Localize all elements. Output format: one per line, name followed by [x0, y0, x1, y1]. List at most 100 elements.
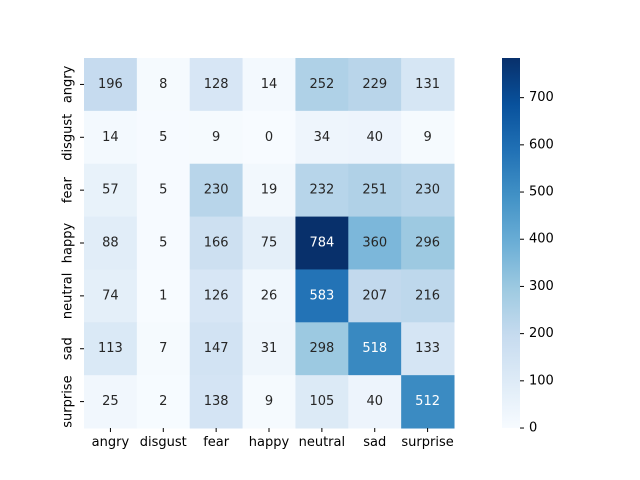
heatmap-cell	[84, 216, 138, 270]
heatmap-cell	[295, 269, 349, 323]
cell-value-label: 252	[309, 77, 334, 92]
colorbar-tick-label: 700	[529, 90, 554, 105]
x-tick-label: sad	[363, 435, 386, 450]
x-axis: angry disgust fear happy neutral sad surprise	[92, 428, 454, 450]
x-tick-label: happy	[249, 435, 290, 450]
cell-value-label: 131	[415, 77, 440, 92]
colorbar-tick-label: 100	[529, 373, 554, 388]
heatmap-cell	[295, 110, 349, 165]
cell-value-label: 34	[314, 130, 331, 145]
heatmap-cell	[401, 163, 455, 218]
heatmap-cell	[84, 322, 138, 376]
cell-value-label: 5	[159, 130, 167, 145]
cell-value-label: 25	[102, 394, 119, 409]
cell-value-label: 207	[362, 288, 387, 303]
y-tick-label: neutral	[61, 273, 76, 320]
cell-value-label: 147	[204, 341, 229, 356]
cell-value-label: 9	[212, 130, 220, 145]
heatmap-cell	[189, 110, 244, 165]
heatmap-cell	[295, 163, 349, 218]
cell-value-label: 5	[159, 183, 167, 198]
cell-value-label: 5	[159, 236, 167, 251]
heatmap-cell	[401, 216, 455, 270]
cell-value-label: 230	[415, 183, 440, 198]
heatmap-cell	[401, 58, 455, 112]
heatmap-cell	[295, 216, 349, 270]
heatmap-cell	[84, 58, 138, 112]
heatmap-cell	[401, 110, 455, 165]
heatmap-cell	[242, 163, 296, 218]
heatmap-cell	[348, 375, 402, 429]
cell-value-label: 14	[102, 130, 119, 145]
heatmap-cell	[348, 269, 402, 323]
cell-value-label: 784	[309, 236, 334, 251]
heatmap-cell	[401, 269, 455, 323]
cell-value-label: 8	[159, 77, 167, 92]
heatmap-cell	[401, 375, 455, 429]
heatmap-cell	[189, 322, 244, 376]
heatmap-cell	[348, 110, 402, 165]
cell-value-label: 14	[261, 77, 278, 92]
heatmap-cell	[295, 375, 349, 429]
heatmap-cell	[136, 269, 191, 323]
cell-value-label: 296	[415, 236, 440, 251]
colorbar-tick-label: 0	[529, 421, 537, 436]
heatmap-cell	[242, 216, 296, 270]
cell-value-label: 518	[362, 341, 387, 356]
cell-value-label: 128	[204, 77, 229, 92]
colorbar-gradient	[502, 58, 520, 429]
cell-value-label: 166	[204, 236, 229, 251]
heatmap-cell	[295, 58, 349, 112]
cell-value-label: 230	[204, 183, 229, 198]
heatmap-cell	[136, 58, 191, 112]
y-tick-label: happy	[61, 223, 76, 264]
cell-value-label: 229	[362, 77, 387, 92]
cell-value-label: 138	[204, 394, 229, 409]
cell-value-label: 1	[159, 288, 167, 303]
colorbar-tick-label: 300	[529, 279, 554, 294]
cell-value-label: 2	[159, 394, 167, 409]
cell-value-label: 512	[415, 394, 440, 409]
heatmap-cell	[189, 375, 244, 429]
colorbar-tick-label: 400	[529, 232, 554, 247]
cell-value-label: 19	[261, 183, 278, 198]
colorbar: 0 100 200 300 400 500 600 700	[502, 58, 554, 436]
y-tick-label: surprise	[61, 375, 76, 427]
cell-value-label: 40	[366, 130, 383, 145]
heatmap-cell	[84, 375, 138, 429]
heatmap-cell	[348, 58, 402, 112]
cell-value-label: 26	[261, 288, 278, 303]
cell-value-label: 9	[423, 130, 431, 145]
heatmap-cell	[136, 322, 191, 376]
cell-value-label: 88	[102, 236, 119, 251]
heatmap-cell	[189, 269, 244, 323]
heatmap-cell	[84, 110, 138, 165]
heatmap-cell	[189, 163, 244, 218]
cell-value-label: 7	[159, 341, 167, 356]
heatmap-cell	[242, 58, 296, 112]
heatmap-cell	[136, 110, 191, 165]
colorbar-tick-label: 500	[529, 185, 554, 200]
y-tick-label: sad	[61, 337, 76, 360]
y-axis: angry disgust fear happy neutral sad surprise	[61, 65, 84, 428]
heatmap-cell	[348, 322, 402, 376]
heatmap-cell	[84, 163, 138, 218]
cell-value-label: 251	[362, 183, 387, 198]
heatmap-cell	[401, 322, 455, 376]
heatmap-cell	[242, 269, 296, 323]
heatmap-cell	[242, 375, 296, 429]
heatmap-cell	[348, 216, 402, 270]
y-tick-label: angry	[61, 65, 76, 103]
cell-value-label: 105	[309, 394, 334, 409]
x-tick-label: neutral	[299, 435, 346, 450]
heatmap-cell	[242, 110, 296, 165]
colorbar-tick-label: 200	[529, 326, 554, 341]
heatmap-cell	[189, 58, 244, 112]
cell-value-label: 126	[204, 288, 229, 303]
cell-value-label: 31	[261, 341, 278, 356]
cell-value-label: 360	[362, 236, 387, 251]
cell-value-label: 74	[102, 288, 119, 303]
y-tick-label: fear	[61, 177, 76, 204]
cell-value-label: 57	[102, 183, 119, 198]
